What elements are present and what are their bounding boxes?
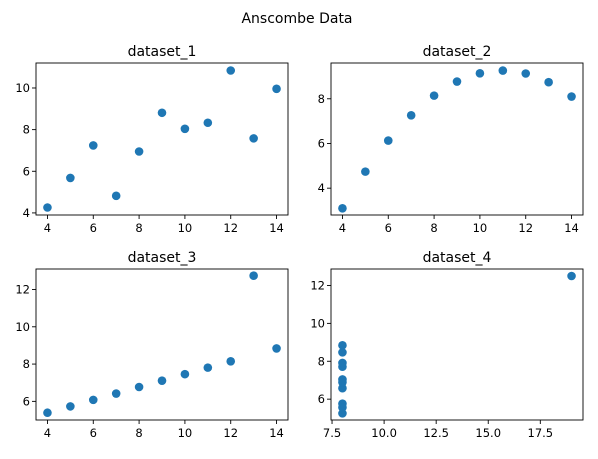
y-tick-label: 6 — [318, 136, 325, 150]
x-tick-label: 12 — [518, 221, 533, 235]
data-point — [429, 91, 439, 100]
axes-frame — [330, 268, 584, 421]
data-point — [338, 403, 347, 412]
data-point — [338, 341, 347, 350]
data-point — [203, 118, 213, 128]
data-point — [43, 203, 52, 212]
data-point — [567, 271, 576, 281]
subplot-title: dataset_1 — [128, 44, 197, 60]
x-tick-label: 14 — [269, 426, 284, 440]
data-point — [249, 134, 258, 143]
data-point — [272, 84, 281, 94]
x-tick-label: 4 — [44, 426, 51, 440]
data-point — [180, 369, 190, 379]
x-tick-label: 10.0 — [371, 426, 397, 440]
data-point — [475, 68, 485, 78]
data-point — [134, 382, 144, 392]
subplot-title: dataset_4 — [423, 250, 492, 266]
data-point — [406, 111, 416, 120]
data-point — [66, 173, 75, 183]
data-point — [338, 377, 347, 387]
data-point — [66, 402, 75, 411]
x-tick-label: 8 — [135, 426, 142, 440]
data-point — [383, 136, 393, 145]
y-tick-label: 8 — [23, 123, 30, 137]
x-tick-label: 6 — [385, 221, 392, 235]
x-tick-label: 12 — [223, 426, 238, 440]
y-tick-label: 8 — [318, 92, 325, 106]
x-tick-label: 8 — [135, 221, 142, 235]
x-tick-label: 17.5 — [528, 426, 554, 440]
subplot-title: dataset_3 — [128, 250, 197, 266]
y-tick-label: 10 — [15, 81, 30, 95]
x-tick-label: 10 — [178, 221, 193, 235]
data-point — [157, 376, 167, 385]
data-point — [521, 69, 531, 78]
data-point — [452, 77, 462, 86]
x-tick-label: 6 — [90, 221, 97, 235]
x-tick-label: 12 — [223, 221, 238, 235]
axes-frame — [35, 62, 289, 216]
data-point — [272, 344, 281, 353]
subplot-dataset_1: dataset_1 4 6 8 10 12 14 4 6 8 10 — [15, 44, 289, 235]
data-point — [249, 271, 258, 281]
x-tick-label: 14 — [269, 221, 284, 235]
data-point — [43, 408, 52, 418]
y-tick-label: 8 — [318, 354, 325, 368]
y-tick-label: 10 — [310, 316, 325, 330]
y-tick-label: 12 — [310, 278, 325, 292]
y-tick-label: 8 — [23, 357, 30, 371]
y-tick-label: 10 — [15, 320, 30, 334]
x-tick-label: 8 — [430, 221, 437, 235]
x-tick-label: 14 — [564, 221, 579, 235]
subplot-grid: dataset_1 4 6 8 10 12 14 4 6 8 10 dataset_2 4 6 8 10 12 1… — [15, 44, 584, 440]
subplot-dataset_4: dataset_4 7.5 10.0 12.5 15.0 17.5 6 8 10 12 — [310, 250, 584, 440]
x-tick-label: 4 — [44, 221, 51, 235]
data-point — [338, 203, 347, 213]
data-point — [338, 358, 347, 368]
y-tick-label: 12 — [15, 283, 30, 297]
data-point — [203, 363, 213, 372]
x-tick-label: 10 — [178, 426, 193, 440]
data-point — [88, 141, 98, 150]
y-tick-label: 6 — [23, 394, 30, 408]
data-point — [111, 191, 121, 201]
axes-frame — [330, 62, 584, 216]
y-tick-label: 6 — [23, 164, 30, 178]
data-point — [157, 108, 167, 118]
figure-suptitle: Anscombe Data — [241, 11, 352, 27]
data-point — [361, 167, 370, 176]
x-tick-label: 6 — [90, 426, 97, 440]
y-tick-label: 4 — [318, 181, 325, 195]
data-point — [134, 147, 144, 156]
x-tick-label: 15.0 — [475, 426, 501, 440]
y-tick-label: 4 — [23, 206, 30, 220]
data-point — [338, 348, 347, 357]
data-point — [226, 66, 236, 75]
data-point — [567, 92, 576, 101]
data-point — [498, 66, 508, 75]
axes-frame — [35, 268, 289, 421]
x-tick-label: 12.5 — [423, 426, 449, 440]
subplot-dataset_3: dataset_3 4 6 8 10 12 14 6 8 10 12 — [15, 250, 289, 440]
data-point — [544, 77, 553, 87]
x-tick-label: 4 — [339, 221, 346, 235]
data-point — [180, 124, 190, 134]
y-tick-label: 6 — [318, 392, 325, 406]
data-point — [88, 395, 98, 405]
data-point — [111, 389, 121, 398]
x-tick-label: 7.5 — [323, 426, 341, 440]
subplot-title: dataset_2 — [423, 44, 492, 60]
x-tick-label: 10 — [473, 221, 488, 235]
data-point — [226, 356, 236, 366]
subplot-dataset_2: dataset_2 4 6 8 10 12 14 4 6 8 — [318, 44, 584, 235]
